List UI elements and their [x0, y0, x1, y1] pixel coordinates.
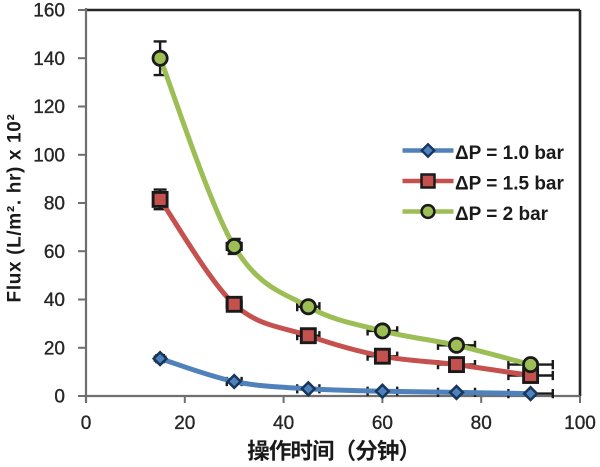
svg-text:Flux (L/m². hr) x 10²: Flux (L/m². hr) x 10² — [5, 114, 26, 303]
svg-text:20: 20 — [44, 338, 65, 359]
svg-text:ΔP = 1.0 bar: ΔP = 1.0 bar — [455, 143, 565, 164]
svg-text:ΔP = 1.5 bar: ΔP = 1.5 bar — [455, 174, 565, 195]
svg-text:100: 100 — [33, 145, 65, 166]
svg-text:100: 100 — [564, 413, 596, 434]
svg-text:80: 80 — [44, 194, 65, 215]
svg-text:160: 160 — [33, 1, 65, 22]
svg-text:ΔP = 2 bar: ΔP = 2 bar — [455, 204, 549, 225]
svg-text:40: 40 — [44, 290, 65, 311]
svg-text:60: 60 — [372, 413, 393, 434]
svg-text:80: 80 — [471, 413, 492, 434]
svg-text:20: 20 — [174, 413, 195, 434]
svg-text:0: 0 — [81, 413, 92, 434]
svg-text:120: 120 — [33, 97, 65, 118]
svg-text:40: 40 — [273, 413, 294, 434]
svg-text:140: 140 — [33, 49, 65, 70]
svg-text:0: 0 — [54, 387, 65, 408]
svg-text:60: 60 — [44, 242, 65, 263]
